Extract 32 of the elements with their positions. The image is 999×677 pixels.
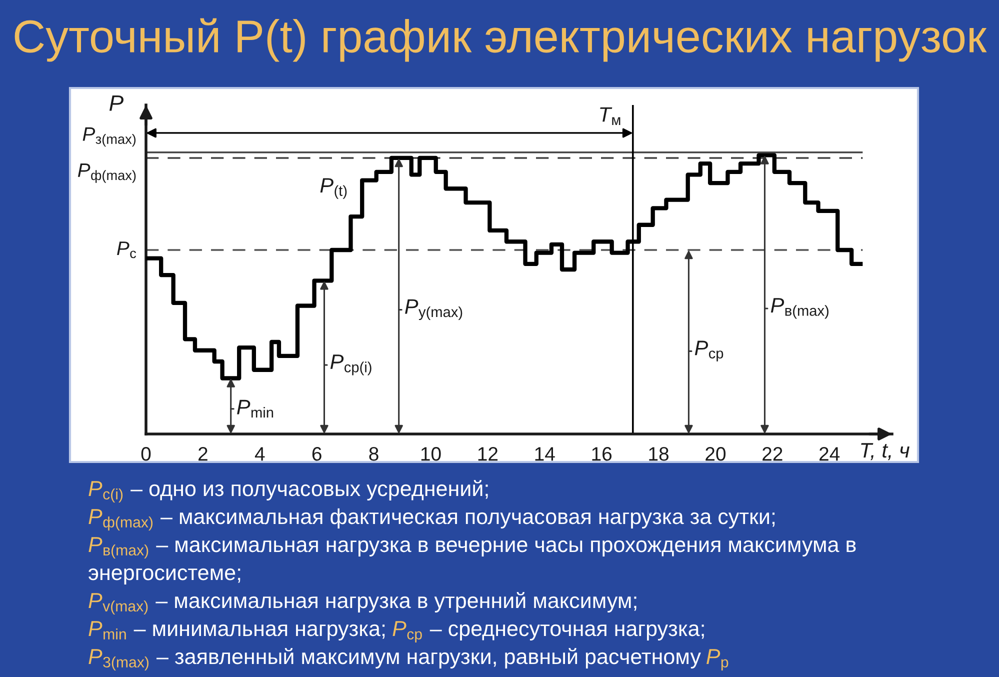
annotation: P$_{min}$	[237, 400, 274, 418]
text: P$_{3(max)}$ – заявленный максимум нагрузки, равный расчетному P$_{р}$	[88, 648, 728, 670]
x-tick-label: 4	[254, 447, 265, 461]
ref-line-label: P$_{с}$	[117, 242, 136, 258]
ref-line-label: P$_{з(max)}$	[82, 127, 136, 147]
x-tick-label: 12	[478, 447, 498, 461]
chart-title: Суточный P(t) график электрических нагрузок	[14, 18, 987, 62]
x-tick-label: 22	[762, 447, 782, 461]
ref-line-label: P$_{ф(max)}$	[78, 164, 136, 183]
x-tick-label: 6	[312, 447, 322, 461]
x-tick-label: 24	[820, 447, 840, 461]
text: P$_{min}$ – минимальная нагрузка; P$_{ср}$ – среднесуточная нагрузка;	[88, 621, 704, 642]
series-label: P$_{(t)}$	[320, 178, 347, 199]
x-axis-title: T, t, ч	[861, 443, 910, 460]
x-tick-label: 16	[592, 447, 612, 461]
annotation: P$_{ср}$	[694, 340, 724, 362]
x-tick-label: 10	[421, 447, 441, 461]
x-tick-label: 18	[649, 447, 668, 461]
x-tick-label: 8	[369, 447, 378, 461]
text: P$_{с(i)}$ – одно из получасовых усреднений;	[88, 480, 488, 502]
text: P$_{в(max)}$ – максимальная нагрузка в вечерние часы прохождения максимума в энергосистеме;	[88, 537, 856, 584]
y-axis-title: P	[109, 95, 124, 111]
annotation: P$_{у(max)}$	[405, 299, 462, 320]
x-tick-label: 20	[706, 447, 726, 461]
x-tick-label: 2	[198, 447, 208, 461]
text: P$_{v(max)}$ – максимальная нагрузка в утренний максимум;	[88, 592, 636, 614]
ref-line-label: T$_{м}$	[600, 107, 620, 125]
x-tick-label: 14	[535, 447, 555, 461]
annotation: P$_{ср(i)}$	[330, 354, 372, 376]
text: P$_{ф(max)}$ – максимальная фактическая получасовая нагрузка за сутки;	[88, 508, 775, 530]
x-tick-label: 0	[141, 447, 151, 461]
annotation: P$_{в(max)}$	[770, 298, 828, 319]
